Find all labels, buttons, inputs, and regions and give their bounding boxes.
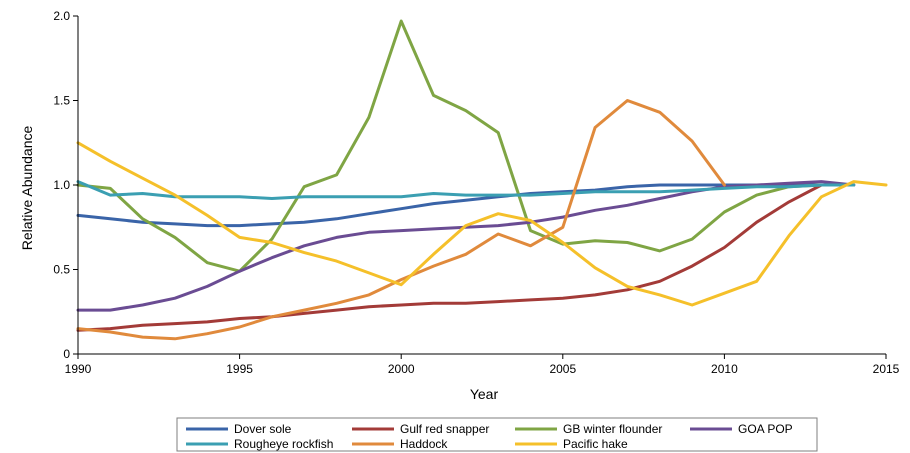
legend-label-goa-pop: GOA POP [738,422,793,436]
x-tick-label: 2010 [711,362,738,376]
y-tick-label: 1.5 [53,94,70,108]
plot-lines [76,19,888,341]
series-line-gb-winter-flounder [76,19,856,273]
legend-label-gulf-red-snapper: Gulf red snapper [400,422,489,436]
legend-label-haddock: Haddock [400,437,448,451]
y-ticks: 0 0.5 1.0 1.5 2.0 [53,9,78,361]
y-tick-label: 0.5 [53,263,70,277]
x-tick-label: 1995 [226,362,253,376]
series-line-rougheye-rockfish [76,180,856,200]
series-line-haddock [76,99,726,341]
legend-box [176,417,818,452]
legend-label-gb-winter-flounder: GB winter flounder [563,422,662,436]
x-ticks: 1990 1995 2000 2005 2010 2015 [65,354,900,376]
y-tick-label: 0 [63,347,70,361]
y-axis-title: Relative Abundance [19,126,35,251]
x-axis-title: Year [470,386,499,402]
legend-label-dover-sole: Dover sole [234,422,292,436]
x-tick-label: 2015 [873,362,900,376]
y-tick-label: 2.0 [53,9,70,23]
legend: Dover sole Gulf red snapper GB winter flou… [176,417,818,452]
series-line-gulf-red-snapper [76,183,856,332]
x-tick-label: 1990 [65,362,92,376]
x-tick-label: 2005 [549,362,576,376]
x-tick-label: 2000 [388,362,415,376]
y-tick-label: 1.0 [53,178,70,192]
legend-label-pacific-hake: Pacific hake [563,437,628,451]
series-line-pacific-hake [76,141,888,307]
legend-label-rougheye-rockfish: Rougheye rockfish [234,437,333,451]
